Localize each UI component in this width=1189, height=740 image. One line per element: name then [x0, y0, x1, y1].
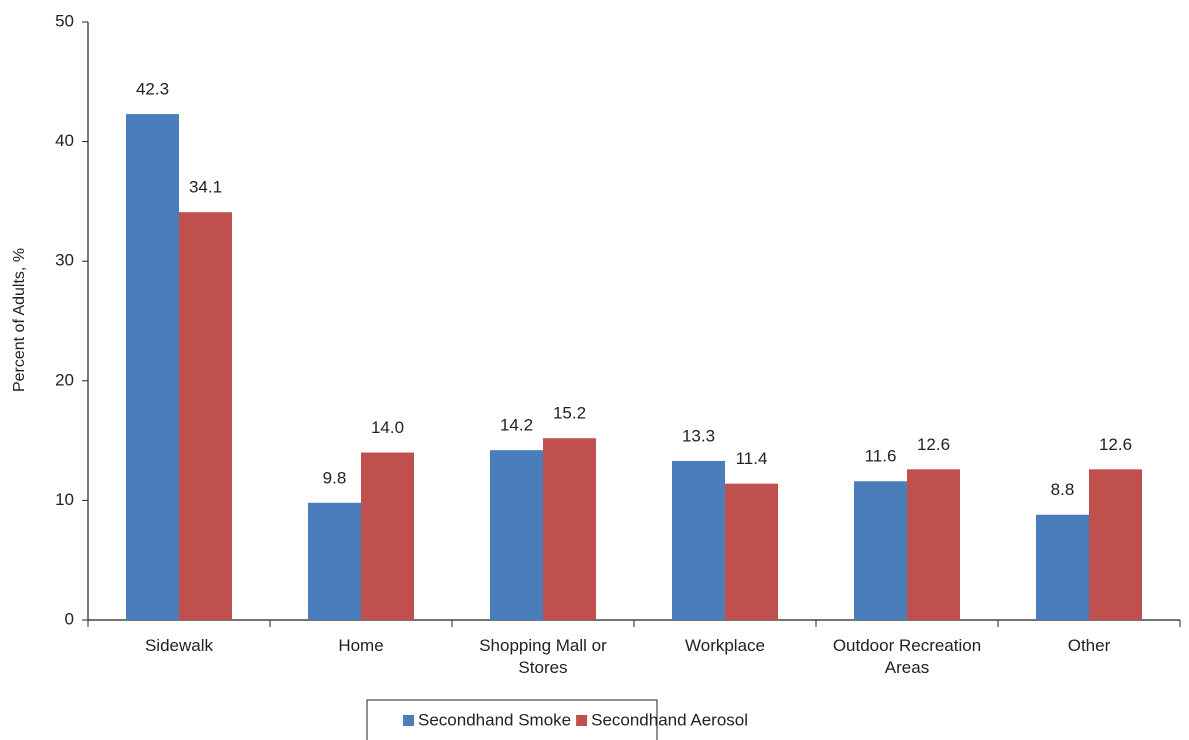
data-label: 12.6 [1099, 435, 1132, 454]
data-label: 42.3 [136, 80, 169, 99]
bar [490, 450, 543, 620]
data-label: 9.8 [323, 468, 347, 487]
bar [672, 460, 725, 620]
y-axis-label: Percent of Adults, % [11, 248, 28, 392]
y-tick-label: 20 [55, 370, 74, 389]
data-label: 14.2 [500, 416, 533, 435]
data-label: 14.0 [371, 418, 404, 437]
data-label: 11.4 [736, 449, 768, 468]
x-tick-label: Home [338, 636, 384, 655]
legend-swatch [576, 715, 588, 726]
legend-swatch [403, 715, 414, 726]
bar [1036, 514, 1089, 620]
legend-label: Secondhand Smoke [418, 710, 571, 729]
x-tick-label: Other [1067, 636, 1111, 655]
x-tick-label: Outdoor Recreation Areas [832, 636, 982, 677]
y-tick-label: 30 [55, 251, 74, 270]
bar [725, 483, 778, 620]
data-label: 8.8 [1051, 480, 1075, 499]
bar [854, 481, 907, 620]
bar [907, 469, 960, 620]
y-tick-label: 50 [55, 11, 74, 30]
x-tick-label: Shopping Mall or Stores [479, 636, 607, 677]
data-label: 13.3 [682, 426, 715, 445]
bar [1089, 469, 1142, 620]
data-label: 15.2 [553, 404, 586, 423]
data-label: 11.6 [865, 447, 897, 466]
bar [543, 438, 596, 620]
bar [126, 114, 179, 620]
x-tick-label: Workplace [685, 636, 765, 655]
legend-box [366, 699, 658, 740]
legend-label: Secondhand Aerosol [591, 710, 748, 729]
y-tick-label: 0 [65, 609, 74, 628]
y-tick-label: 10 [55, 490, 74, 509]
y-tick-label: 40 [55, 131, 74, 150]
data-label: 12.6 [917, 435, 950, 454]
data-label: 34.1 [189, 178, 222, 197]
bar [179, 212, 232, 620]
bar [308, 502, 361, 620]
x-tick-label: Sidewalk [144, 636, 214, 655]
bar [361, 452, 414, 620]
